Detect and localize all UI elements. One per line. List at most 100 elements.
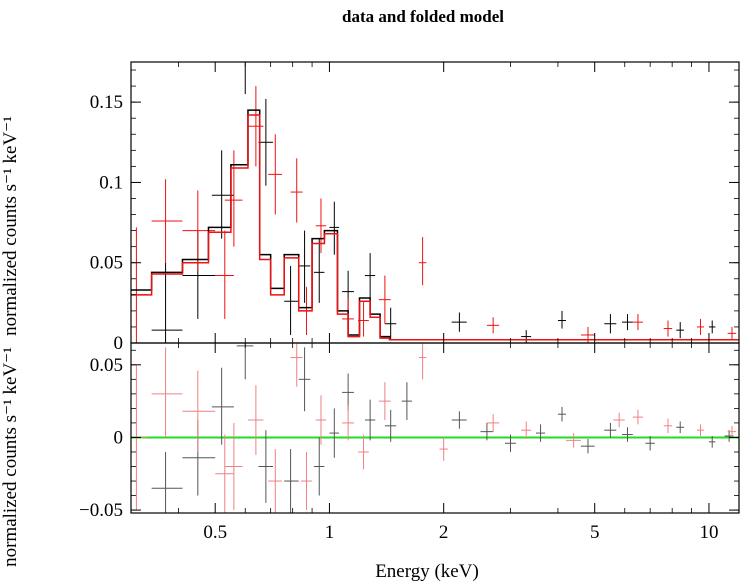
data-point	[486, 414, 500, 432]
plot-area-bottom	[131, 343, 739, 513]
data-point	[358, 434, 369, 470]
data-point	[418, 343, 427, 380]
data-point	[182, 420, 216, 496]
chart-title: data and folded model	[342, 7, 504, 26]
data-point	[247, 86, 264, 167]
data-point	[451, 411, 467, 429]
data-point	[708, 320, 716, 334]
data-point	[384, 409, 397, 442]
data-point	[284, 265, 299, 335]
data-point	[727, 326, 737, 340]
data-point	[632, 409, 643, 425]
data-point	[604, 422, 617, 438]
plot-frame	[130, 61, 740, 344]
data-point	[131, 227, 147, 343]
y-tick-label: 0	[114, 427, 124, 448]
data-point	[182, 190, 216, 271]
data-point	[236, 62, 254, 95]
data-point	[663, 418, 673, 434]
data-point	[211, 367, 234, 445]
data-point	[696, 424, 704, 436]
y-tick-label: 0	[114, 333, 124, 354]
data-point	[151, 451, 183, 513]
data-point	[298, 230, 311, 303]
y-tick-label: −0.05	[79, 500, 123, 521]
residual-panel: −0.05 0 0.05 0.5 1 2 5 10	[79, 342, 740, 543]
data-point	[418, 237, 427, 286]
y-tick-label: 0.05	[90, 253, 123, 274]
data-point	[329, 408, 340, 458]
data-point	[290, 158, 303, 223]
x-axis-label: Energy (keV)	[375, 561, 479, 582]
data-point	[151, 347, 183, 438]
data-point	[247, 385, 264, 455]
data-point	[708, 435, 716, 448]
data-point	[621, 314, 633, 331]
data-point	[580, 438, 595, 454]
data-point	[621, 427, 633, 442]
data-point	[521, 330, 532, 343]
plot-area-top	[131, 62, 739, 343]
data-point	[342, 405, 354, 441]
data-point	[258, 98, 273, 186]
data-point	[565, 433, 581, 448]
data-point	[401, 382, 412, 421]
data-point	[268, 134, 283, 215]
x-tick-label: 5	[590, 522, 600, 543]
data-point	[557, 406, 566, 422]
data-point	[215, 434, 234, 513]
x-tick-label: 1	[325, 522, 335, 543]
data-point	[676, 421, 685, 434]
data-point	[224, 150, 243, 247]
model-step-line	[131, 109, 739, 341]
y-axis-label-top: normalized counts s⁻¹ keV⁻¹	[0, 116, 21, 336]
data-point	[151, 179, 183, 263]
data-point	[224, 422, 243, 511]
data-point	[439, 437, 448, 461]
top-panel: 0 0.05 0.1 0.15	[90, 61, 740, 354]
data-point	[342, 373, 354, 412]
data-point	[284, 449, 299, 513]
data-point	[268, 449, 283, 513]
x-tick-label: 0.5	[203, 522, 227, 543]
data-point	[313, 238, 325, 303]
data-point	[580, 326, 595, 343]
plot-frame	[130, 342, 740, 514]
y-axis-label-bottom: normalized counts s⁻¹ keV⁻¹	[0, 347, 21, 567]
data-point	[663, 320, 673, 337]
data-point	[364, 253, 376, 299]
data-point	[557, 310, 566, 329]
y-tick-label: 0.05	[90, 355, 123, 376]
x-tick-label: 10	[699, 522, 718, 543]
data-point	[480, 422, 494, 441]
data-point	[645, 435, 655, 451]
data-point	[535, 424, 546, 442]
data-point	[504, 434, 516, 452]
data-point	[329, 201, 340, 255]
data-point	[315, 198, 327, 254]
data-point	[290, 343, 303, 387]
data-point	[182, 370, 216, 452]
data-point	[298, 347, 311, 412]
data-point	[486, 317, 500, 334]
data-point	[315, 395, 327, 445]
x-tick-label: 2	[439, 522, 449, 543]
data-point	[613, 412, 625, 428]
data-point	[215, 230, 234, 319]
y-tick-label: 0.15	[90, 92, 123, 113]
data-point	[300, 451, 313, 511]
data-point	[378, 382, 391, 421]
data-point	[364, 399, 376, 441]
data-point	[451, 312, 467, 332]
data-point	[384, 307, 397, 340]
data-point	[696, 318, 704, 335]
data-point	[313, 437, 325, 496]
data-point	[604, 314, 617, 334]
data-point	[632, 314, 643, 331]
data-point	[258, 430, 273, 503]
data-point	[727, 425, 737, 438]
model-step-line	[131, 114, 739, 341]
data-point	[676, 322, 685, 339]
